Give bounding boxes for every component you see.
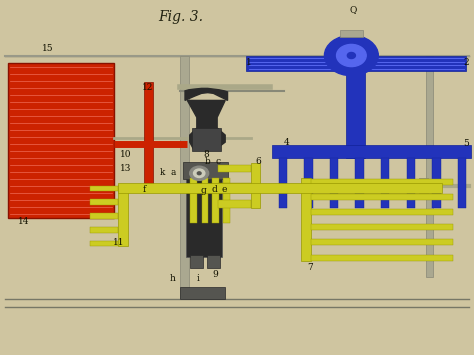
Bar — [182, 162, 228, 179]
Bar — [8, 62, 114, 218]
Bar — [311, 239, 453, 246]
Text: i: i — [197, 274, 200, 283]
Bar — [180, 55, 189, 300]
Text: 15: 15 — [42, 44, 54, 53]
Text: 13: 13 — [120, 164, 132, 173]
Text: 10: 10 — [120, 150, 132, 159]
Text: 9: 9 — [213, 270, 219, 279]
Text: 8: 8 — [203, 150, 209, 159]
Bar — [426, 55, 433, 277]
Bar — [91, 241, 118, 246]
Polygon shape — [185, 88, 228, 100]
Bar — [311, 224, 453, 230]
Text: 5: 5 — [463, 140, 469, 148]
Text: 2: 2 — [464, 58, 469, 67]
Bar — [304, 158, 313, 208]
Bar — [218, 165, 251, 172]
Circle shape — [347, 53, 356, 59]
Bar — [301, 178, 311, 261]
Text: 14: 14 — [18, 217, 29, 226]
Bar — [273, 144, 471, 158]
Bar — [91, 213, 118, 219]
Bar — [432, 158, 441, 208]
Text: 11: 11 — [113, 239, 125, 247]
Bar — [279, 158, 287, 208]
Bar — [186, 179, 222, 257]
Bar — [91, 186, 118, 191]
Polygon shape — [187, 100, 225, 149]
Bar — [246, 55, 466, 71]
Bar — [330, 158, 338, 208]
Bar — [311, 179, 453, 185]
Circle shape — [190, 166, 209, 180]
Bar — [346, 71, 365, 158]
Bar — [201, 178, 208, 223]
Text: c: c — [216, 157, 221, 166]
Text: f: f — [142, 185, 146, 195]
Bar — [118, 183, 442, 193]
Text: Fig. 3.: Fig. 3. — [158, 10, 203, 23]
Bar — [190, 255, 203, 268]
Text: k: k — [160, 168, 165, 177]
Bar — [212, 178, 219, 223]
Bar — [190, 178, 197, 223]
Circle shape — [337, 44, 366, 67]
Bar — [311, 255, 453, 261]
Text: b: b — [204, 157, 210, 166]
Bar — [192, 128, 221, 151]
Bar — [311, 194, 453, 200]
Circle shape — [197, 172, 201, 175]
Text: 7: 7 — [307, 263, 313, 272]
Text: 1: 1 — [246, 58, 252, 67]
Bar — [218, 183, 251, 190]
Bar — [251, 163, 260, 208]
Text: a: a — [171, 168, 176, 177]
Bar — [91, 227, 118, 233]
Circle shape — [324, 36, 378, 76]
Bar — [311, 209, 453, 215]
Bar — [223, 178, 230, 223]
Bar — [207, 255, 220, 268]
Bar — [180, 287, 225, 300]
Bar — [118, 185, 128, 246]
Bar — [407, 158, 415, 208]
Bar — [218, 201, 251, 208]
Bar — [419, 178, 428, 193]
Text: Q: Q — [349, 5, 356, 14]
Bar — [356, 158, 364, 208]
Bar — [91, 200, 118, 205]
Circle shape — [193, 169, 205, 178]
Bar — [339, 30, 363, 37]
Text: h: h — [169, 274, 175, 283]
Text: 6: 6 — [255, 157, 261, 166]
Text: d: d — [211, 185, 217, 195]
Text: e: e — [221, 185, 227, 195]
Text: 12: 12 — [142, 83, 153, 92]
Text: 4: 4 — [284, 138, 290, 147]
Bar — [145, 82, 153, 192]
Bar — [458, 158, 466, 208]
Text: g: g — [200, 186, 206, 196]
Bar — [381, 158, 390, 208]
